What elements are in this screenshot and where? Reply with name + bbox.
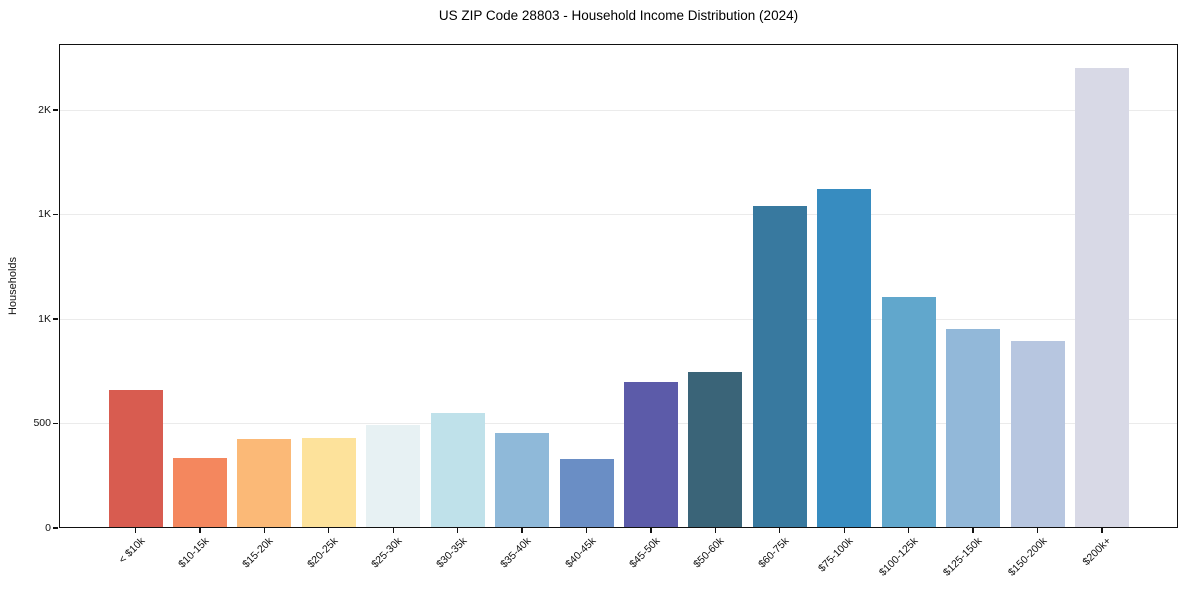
bar [623,381,678,528]
x-tick-mark [392,528,394,533]
bar [1074,68,1129,528]
x-tick-mark [585,528,588,533]
x-tick-mark [908,528,910,533]
bar [1010,340,1065,528]
bar [301,438,356,528]
gridline [59,214,1178,216]
bar [559,459,614,528]
x-tick-mark [779,528,781,533]
x-tick-label: < $10k [115,535,147,566]
x-tick-mark [1101,528,1103,533]
y-tick-mark [53,527,58,529]
x-tick-mark [714,528,716,533]
bar [430,413,485,528]
y-tick-label: 0 [45,521,51,534]
x-tick-mark [843,528,845,533]
bar [237,439,292,528]
bar [366,424,421,528]
x-tick-mark [263,528,265,533]
gridline [59,318,1178,320]
y-tick-label: 1K [38,208,51,221]
y-tick-mark [53,422,58,425]
y-tick-label: 1K [38,312,51,325]
y-tick-mark [53,318,58,320]
bar [881,297,936,528]
bar [817,189,872,528]
x-tick-mark [1036,528,1039,533]
x-tick-mark [328,528,330,533]
bar [108,390,163,528]
y-tick-label: 500 [33,417,51,429]
y-tick-mark [53,213,58,216]
bar [495,432,550,528]
chart-title: US ZIP Code 28803 - Household Income Dis… [438,8,799,23]
gridline [59,423,1178,424]
bar [752,206,807,528]
bar [688,372,743,528]
x-tick-mark [650,528,652,533]
bar [946,329,1001,528]
x-tick-mark [134,528,137,533]
y-tick-label: 2K [38,103,51,116]
y-tick-mark [53,109,58,111]
plot-area [59,44,1178,528]
y-axis-label: Households [7,256,19,316]
bar [172,457,227,528]
x-tick-mark [521,528,523,533]
x-tick-mark [199,528,201,533]
gridline [59,109,1178,111]
x-tick-mark [972,528,974,533]
x-tick-mark [457,528,459,533]
